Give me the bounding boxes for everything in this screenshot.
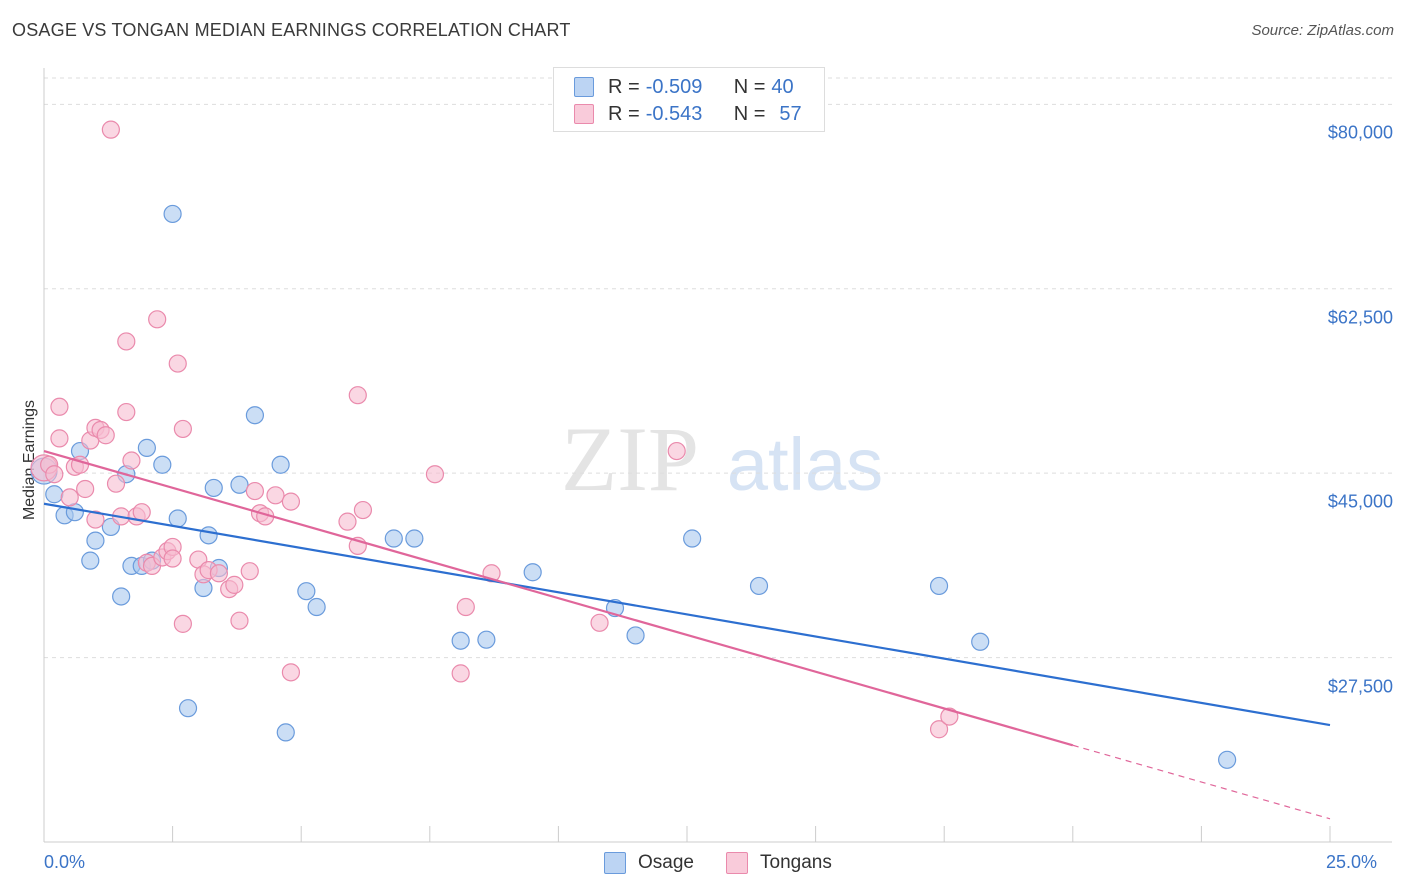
tongan-point-21	[132, 503, 151, 522]
y-tick-label-3: $80,000	[1327, 122, 1393, 143]
tongan-point-50	[425, 465, 445, 484]
bottom-tongan-swatch	[726, 852, 748, 874]
osage-point-35	[683, 529, 702, 548]
tongan-point-30	[173, 614, 192, 633]
osage-point-16	[168, 509, 187, 528]
osage-point-14	[153, 455, 172, 474]
tongan-point-55	[667, 441, 686, 461]
tongan-point-5	[60, 488, 79, 507]
osage-point-30	[451, 631, 470, 650]
tongan-n-label: N =	[733, 102, 766, 125]
y-tick-label-2: $62,500	[1327, 307, 1393, 328]
tongan-point-52	[456, 597, 475, 617]
tongan-point-40	[245, 481, 265, 501]
bottom-legend-osage: Osage	[604, 852, 694, 874]
osage-point-6	[86, 531, 105, 550]
tongan-point-13	[96, 426, 115, 445]
tongan-point-43	[266, 486, 285, 505]
osage-point-24	[271, 455, 290, 474]
osage-point-32	[523, 563, 542, 582]
tongan-swatch	[574, 104, 594, 124]
tongan-point-19	[101, 120, 120, 139]
osage-point-22	[230, 475, 249, 494]
tongan-trend-extension	[1072, 744, 1331, 820]
osage-point-29	[405, 529, 424, 548]
tongan-point-4	[50, 429, 69, 448]
osage-r-value: -0.509	[645, 75, 703, 98]
tongan-point-51	[451, 664, 470, 683]
tongan-point-35	[209, 564, 228, 583]
tongan-point-56	[929, 720, 949, 739]
source-label: Source: ZipAtlas.com	[1251, 22, 1394, 39]
osage-point-27	[307, 597, 326, 617]
bottom-osage-swatch	[604, 852, 626, 874]
watermark-atlas: atlas	[727, 423, 883, 506]
tongan-point-44	[281, 492, 301, 511]
tongan-r-value: -0.543	[645, 102, 703, 125]
tongan-point-48	[348, 386, 367, 405]
tongan-point-28	[163, 549, 182, 568]
tongan-point-14	[106, 474, 126, 493]
tongan-point-2	[45, 465, 64, 484]
tongan-point-45	[281, 663, 301, 682]
osage-point-9	[112, 587, 131, 606]
tongan-point-46	[338, 512, 357, 531]
osage-point-25	[276, 723, 295, 742]
tongan-point-39	[240, 562, 259, 581]
tongan-point-10	[86, 510, 105, 529]
osage-point-37	[929, 576, 949, 596]
osage-point-1	[45, 485, 64, 504]
osage-point-38	[971, 632, 990, 651]
tongan-point-57	[940, 707, 959, 726]
osage-n-label: N =	[733, 75, 766, 98]
osage-r-label: R =	[608, 75, 640, 98]
bottom-legend-tongans: Tongans	[726, 852, 832, 874]
correlation-legend: R = -0.509 N = 40 R = -0.543 N = 57	[553, 67, 825, 132]
tongan-trend-line	[43, 449, 1074, 747]
osage-point-23	[245, 406, 265, 425]
osage-point-39	[1218, 750, 1237, 769]
osage-point-26	[297, 582, 316, 601]
y-tick-label-0: $27,500	[1327, 676, 1393, 697]
tongan-r-label: R =	[608, 102, 640, 125]
chart-title: OSAGE VS TONGAN MEDIAN EARNINGS CORRELAT…	[12, 20, 571, 40]
tongan-point-17	[117, 332, 136, 351]
legend-row-tongan: R = -0.543 N = 57	[574, 103, 802, 125]
tongan-point-29	[168, 354, 187, 373]
tongan-n-value: 57	[779, 102, 802, 125]
osage-point-5	[81, 551, 100, 570]
tongan-point-31	[173, 419, 192, 439]
osage-point-19	[199, 526, 218, 545]
osage-point-15	[163, 204, 182, 224]
legend-row-osage: R = -0.509 N = 40	[574, 76, 794, 98]
tongan-point-54	[590, 613, 609, 632]
osage-point-13	[137, 438, 156, 457]
bottom-osage-label: Osage	[638, 852, 694, 873]
bottom-tongan-label: Tongans	[760, 852, 832, 873]
tongan-point-24	[148, 310, 167, 329]
tongan-point-18	[122, 451, 141, 470]
y-tick-label-1: $45,000	[1327, 491, 1393, 512]
tongan-point-49	[353, 500, 373, 520]
tongan-point-16	[117, 402, 136, 422]
tongan-point-3	[50, 397, 69, 416]
osage-n-value: 40	[771, 75, 794, 98]
osage-point-36	[749, 576, 769, 596]
osage-point-34	[626, 626, 645, 645]
x-tick-label-min: 0.0%	[44, 852, 86, 872]
tongan-point-8	[76, 479, 95, 499]
osage-swatch	[574, 77, 594, 97]
tongan-point-37	[225, 575, 244, 594]
osage-trend-line	[43, 502, 1331, 727]
osage-point-28	[384, 529, 403, 548]
osage-point-17	[178, 699, 198, 718]
tongan-point-38	[230, 611, 249, 630]
osage-point-31	[477, 630, 496, 649]
x-tick-label-max: 25.0%	[1326, 852, 1378, 872]
osage-point-20	[204, 478, 223, 498]
